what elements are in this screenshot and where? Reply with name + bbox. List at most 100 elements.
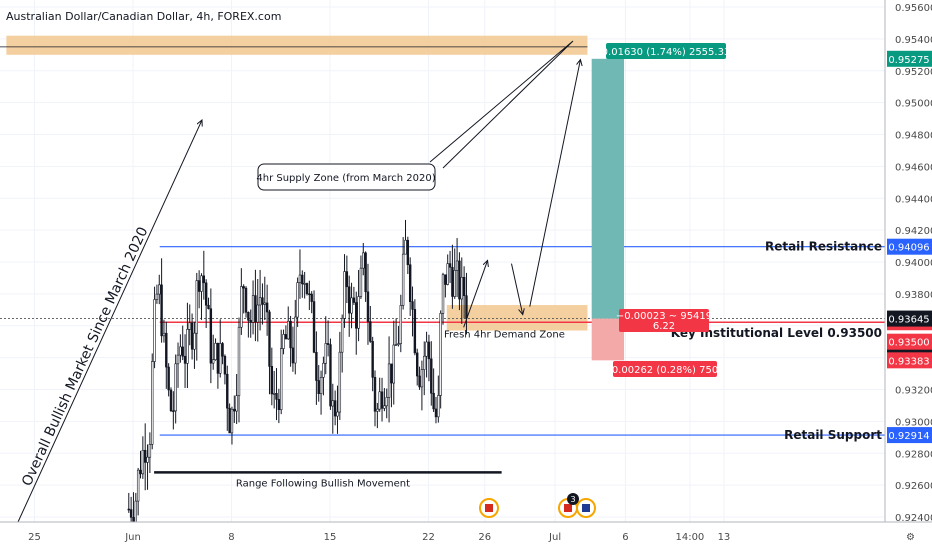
candle-body [301,274,304,285]
candle-body [256,304,259,323]
candle-body [258,297,262,306]
candle-body [448,263,452,268]
price-axis-bg [885,0,932,550]
candle-body [136,469,140,502]
candle-body [176,354,180,365]
level-label-3: Retail Support [784,428,882,442]
candle-body [376,408,379,412]
candle-body [305,283,309,295]
candle-body [326,343,330,345]
candle-body [437,395,440,418]
price-tag: 0.95275 [888,55,929,66]
candle-body [315,351,318,381]
candle-body [310,293,313,302]
candle-body [186,329,189,364]
candle-body [169,389,173,412]
candle-body [143,449,147,463]
candle-body [277,399,281,410]
candle-body [233,408,236,412]
candle-body [357,296,360,329]
candle-body [413,309,417,354]
candle-body [460,276,463,300]
time-tick-label: 6 [622,532,628,543]
candle-body [158,284,161,295]
candle-body [406,239,410,266]
candle-body [155,293,159,300]
candle-body [397,343,400,345]
candle-body [319,376,323,394]
candle-body [458,260,461,300]
candle-body [359,267,363,297]
candle-body [261,297,264,305]
candle-body [153,299,156,362]
candle-body [200,275,203,292]
candle-body [216,342,220,374]
demand-zone-label: Fresh 4hr Demand Zone [444,330,565,341]
candle-body [265,302,269,313]
candle-body [211,359,215,364]
position-tool[interactable] [591,58,625,361]
candle-body [404,239,407,255]
candle-body [242,286,245,289]
candle-body [237,326,241,397]
candle-body [195,280,198,334]
candle-body [308,293,311,296]
candle-body [162,332,166,337]
candle-body [434,408,438,418]
candle-body [378,391,381,410]
price-axis[interactable]: 0.924000.926000.928000.930000.932000.934… [884,0,932,550]
candle-body [322,362,325,378]
candle-body [251,295,255,323]
candle-body [373,377,377,412]
time-tick-label: Jul [548,532,561,543]
candle-body [317,380,320,394]
candle-body [207,304,210,310]
candle-body [303,283,306,285]
position-stop-area[interactable] [591,318,625,361]
candle-body [139,469,142,475]
candle-body [333,400,337,417]
candle-body [289,320,292,349]
drawings [17,60,580,523]
price-tag: 0.92914 [888,431,929,442]
position-info-line1: −0.00023 ~ 95419 [616,311,712,322]
candle-body [151,361,154,445]
candle-body [394,344,398,346]
price-tag: 0.94096 [888,243,929,254]
candle-body [275,393,278,400]
levels: Retail Resistance Key Institutional Level… [0,240,885,474]
candle-body [235,395,238,412]
callout-box [257,163,436,191]
candle-body [451,266,454,297]
stop-label-bg [613,361,717,377]
position-target-area[interactable] [591,58,625,319]
time-tick-label: Jun [124,532,141,543]
candle-body [181,346,184,357]
price-tag-bg [887,50,932,67]
candle-body [202,275,206,284]
candle-body [390,363,393,384]
move-arrow-2 [510,263,522,315]
candle-body [197,280,201,292]
candle-body [331,400,334,407]
candle-body [336,411,339,417]
candle-body [453,270,456,297]
time-axis[interactable]: 25 Jun 8 15 22 26 Jul 6 14:00 13 ⚙ [0,521,932,550]
level-label-2: Key Institutional Level 0.93500 [671,326,882,340]
trend-arrow [17,120,202,523]
candle-body [387,363,391,398]
time-axis-bg [0,522,932,550]
candle-body [190,322,194,350]
time-tick-label: 8 [228,532,234,543]
candle-body [167,366,170,391]
zones [0,35,588,331]
settings-gear-icon[interactable]: ⚙ [906,532,915,543]
candle-body [423,355,426,370]
price-tag: 0.93500 [888,338,929,349]
